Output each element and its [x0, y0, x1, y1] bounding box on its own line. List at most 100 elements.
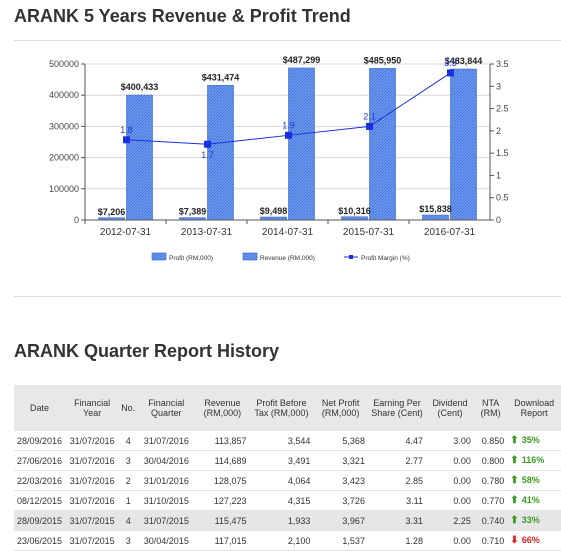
- table-cell: 3.11: [367, 490, 426, 511]
- profit-margin-point: [447, 69, 454, 77]
- table-cell: 3,491: [249, 450, 314, 471]
- y2-tick-label: 2: [496, 126, 501, 136]
- x-tick-label: 2016-07-31: [424, 227, 476, 238]
- change-percent-link[interactable]: 33%: [521, 515, 540, 525]
- table-cell: 3.31: [367, 510, 426, 531]
- profit-data-label: $7,389: [179, 207, 207, 217]
- table-row: 22/03/2016 31/07/2016 2 31/01/2016 128,075 4,…: [14, 470, 561, 491]
- table-cell: 0.00: [425, 490, 474, 511]
- table-cell: 1,537: [313, 530, 368, 551]
- table-cell: 08/12/2015: [14, 490, 66, 511]
- profit-data-label: $7,206: [98, 207, 126, 217]
- table-cell: 27/06/2016: [14, 450, 66, 471]
- table-cell: 0.770: [473, 490, 508, 511]
- revenue-data-label: $400,433: [121, 82, 159, 92]
- change-percent-link[interactable]: 58%: [521, 475, 540, 485]
- table-cell: 117,015: [195, 530, 250, 551]
- change-percent-link[interactable]: 41%: [521, 495, 540, 505]
- y-tick-label: 100000: [49, 184, 79, 194]
- legend-label: Revenue (RM,000): [260, 255, 315, 262]
- table-cell: 31/07/2015: [65, 530, 120, 551]
- table-cell: 3,423: [313, 470, 368, 491]
- table-cell: 23/06/2015: [14, 530, 66, 551]
- table-row: 28/09/2016 31/07/2016 4 31/07/2016 113,857 3,…: [14, 431, 561, 451]
- title-divider: [14, 40, 561, 41]
- download-report-cell: ⬇ 66%: [507, 530, 561, 551]
- y-tick-label: 200000: [49, 153, 79, 163]
- margin-data-label: 3.3: [444, 58, 457, 68]
- column-header: Profit Before Tax (RM,000): [249, 385, 314, 431]
- column-header: NTA (RM): [473, 385, 508, 431]
- download-report-cell: ⬆ 41%: [507, 490, 561, 511]
- x-tick-label: 2012-07-31: [100, 227, 152, 238]
- table-cell: 28/09/2016: [14, 431, 66, 451]
- table-cell: 2.25: [425, 510, 474, 531]
- column-header: Earning Per Share (Cent): [367, 385, 426, 431]
- y2-tick-label: 1.5: [496, 148, 509, 158]
- column-header: Net Profit (RM,000): [313, 385, 368, 431]
- y2-tick-label: 1: [496, 170, 501, 180]
- x-tick-label: 2015-07-31: [343, 227, 395, 238]
- table-cell: 2.77: [367, 450, 426, 471]
- profit-data-label: $15,838: [419, 204, 452, 214]
- table-cell: 4,315: [249, 490, 314, 511]
- table-cell: 113,857: [195, 431, 250, 451]
- table-cell: 4: [119, 431, 138, 451]
- table-cell: 4,064: [249, 470, 314, 491]
- table-cell: 114,689: [195, 450, 250, 471]
- chart-section-title: ARANK 5 Years Revenue & Profit Trend: [14, 6, 351, 26]
- legend-swatch: [242, 252, 258, 261]
- column-header: Financial Quarter: [137, 385, 196, 431]
- revenue-data-label: $431,474: [202, 72, 240, 82]
- table-cell: 2: [119, 470, 138, 491]
- quarter-report-table: Date Financial Year No. Financial Quarter Re…: [14, 385, 561, 551]
- margin-data-label: 2.1: [363, 111, 376, 121]
- table-cell: 31/07/2015: [137, 510, 196, 531]
- revenue-bar: [450, 68, 477, 221]
- table-cell: 30/04/2015: [137, 530, 196, 551]
- x-tick-label: 2013-07-31: [181, 227, 233, 238]
- table-cell: 31/07/2016: [65, 450, 120, 471]
- table-cell: 22/03/2016: [14, 470, 66, 491]
- table-cell: 5,368: [313, 431, 368, 451]
- change-percent-link[interactable]: 35%: [521, 435, 540, 445]
- table-row: 08/12/2015 31/07/2016 1 31/10/2015 127,223 4,…: [14, 490, 561, 511]
- table-cell: 31/07/2016: [65, 490, 120, 511]
- y-tick-label: 0: [74, 215, 79, 225]
- margin-data-label: 1.9: [282, 120, 295, 130]
- revenue-data-label: $483,844: [445, 56, 483, 66]
- profit-margin-point: [285, 131, 292, 139]
- profit-margin-point: [366, 122, 373, 130]
- legend-label: Profit Margin (%): [361, 255, 410, 262]
- table-cell: 3: [119, 530, 138, 551]
- table-cell: 3,544: [249, 431, 314, 451]
- table-cell: 2.85: [367, 470, 426, 491]
- y-tick-label: 400000: [49, 90, 79, 100]
- revenue-bar: [288, 67, 315, 221]
- column-header: Dividend (Cent): [425, 385, 474, 431]
- section-divider: [14, 296, 561, 297]
- table-cell: 3.00: [425, 431, 474, 451]
- column-header: Financial Year: [65, 385, 120, 431]
- change-percent-link[interactable]: 116%: [521, 455, 545, 465]
- column-header: Revenue (RM,000): [195, 385, 250, 431]
- download-report-cell: ⬆ 116%: [507, 450, 561, 471]
- table-cell: 4.47: [367, 431, 426, 451]
- table-cell: 1: [119, 490, 138, 511]
- table-cell: 31/07/2015: [65, 510, 120, 531]
- y2-tick-label: 2.5: [496, 104, 509, 114]
- arrow-up-icon: ⬆: [510, 435, 519, 446]
- column-header: Date: [14, 385, 66, 431]
- table-cell: 4: [119, 510, 138, 531]
- column-header: No.: [119, 385, 138, 431]
- table-cell: 1.28: [367, 530, 426, 551]
- table-cell: 31/01/2016: [137, 470, 196, 491]
- legend-swatch-marker: [349, 255, 353, 259]
- y2-tick-label: 0.5: [496, 193, 509, 203]
- table-cell: 3: [119, 450, 138, 471]
- legend-label: Profit (RM,000): [169, 255, 213, 262]
- profit-margin-point: [204, 140, 211, 148]
- table-cell: 2,100: [249, 530, 314, 551]
- table-cell: 0.780: [473, 470, 508, 491]
- y-tick-label: 300000: [49, 121, 79, 131]
